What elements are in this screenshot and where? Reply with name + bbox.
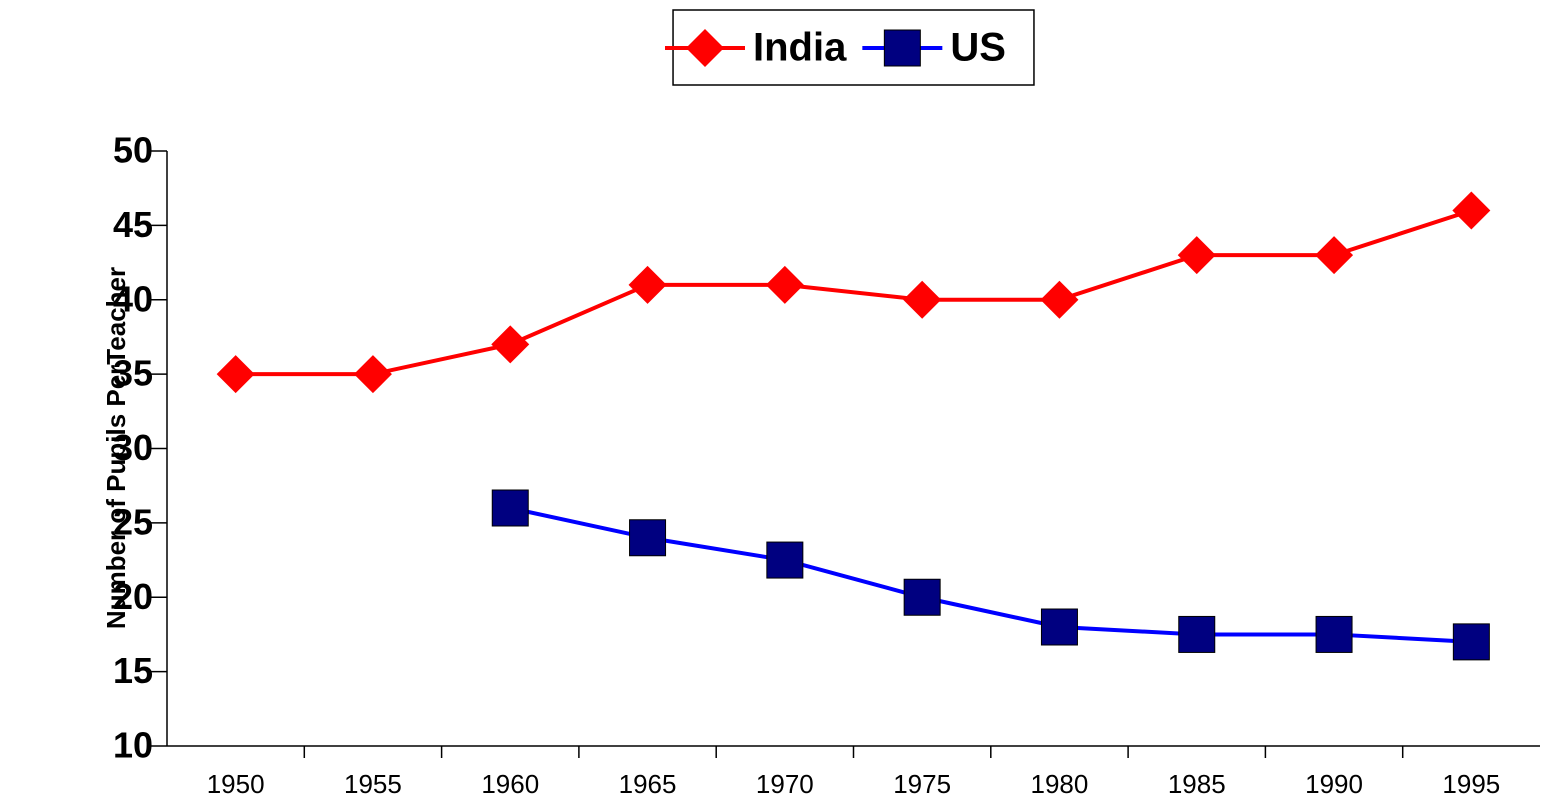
data-point	[1315, 615, 1353, 653]
x-tick-label: 1975	[893, 769, 951, 799]
x-tick-label: 1995	[1442, 769, 1500, 799]
data-point	[1178, 615, 1216, 653]
legend-marker	[883, 29, 921, 67]
data-point	[353, 355, 392, 394]
legend-label: India	[753, 26, 847, 70]
x-tick-label: 1985	[1168, 769, 1226, 799]
x-tick-label: 1970	[756, 769, 814, 799]
x-tick-label: 1980	[1031, 769, 1089, 799]
data-point	[765, 265, 804, 304]
data-point	[903, 578, 941, 616]
series-line	[235, 208, 1472, 377]
x-tick-label: 1950	[207, 769, 265, 799]
data-point	[766, 541, 804, 579]
x-tick-label: 1990	[1305, 769, 1363, 799]
y-tick-label: 20	[113, 576, 153, 617]
legend-label: US	[950, 26, 1006, 70]
series-line	[509, 506, 1472, 644]
data-point	[628, 265, 667, 304]
data-point	[1452, 623, 1490, 661]
y-tick-label: 40	[113, 278, 153, 319]
data-point	[1315, 236, 1354, 275]
data-point	[1452, 191, 1491, 230]
y-tick-label: 30	[113, 427, 153, 468]
data-point	[1040, 280, 1079, 319]
data-point	[1177, 236, 1216, 275]
data-point	[216, 355, 255, 394]
y-tick-label: 35	[113, 353, 153, 394]
x-tick-label: 1955	[344, 769, 402, 799]
legend-marker	[686, 29, 724, 67]
x-tick-label: 1960	[481, 769, 539, 799]
y-tick-label: 25	[113, 501, 153, 542]
y-tick-label: 15	[113, 650, 153, 691]
y-axis-label: Number of Pupils PerTeacher	[101, 267, 131, 629]
data-point	[491, 489, 529, 527]
y-tick-label: 10	[113, 725, 153, 766]
data-point	[629, 519, 667, 557]
data-point	[1040, 608, 1078, 646]
data-point	[491, 325, 530, 364]
y-tick-label: 50	[113, 130, 153, 171]
data-point	[903, 280, 942, 319]
y-tick-label: 45	[113, 204, 153, 245]
legend: India US	[665, 9, 1035, 86]
x-tick-label: 1965	[619, 769, 677, 799]
